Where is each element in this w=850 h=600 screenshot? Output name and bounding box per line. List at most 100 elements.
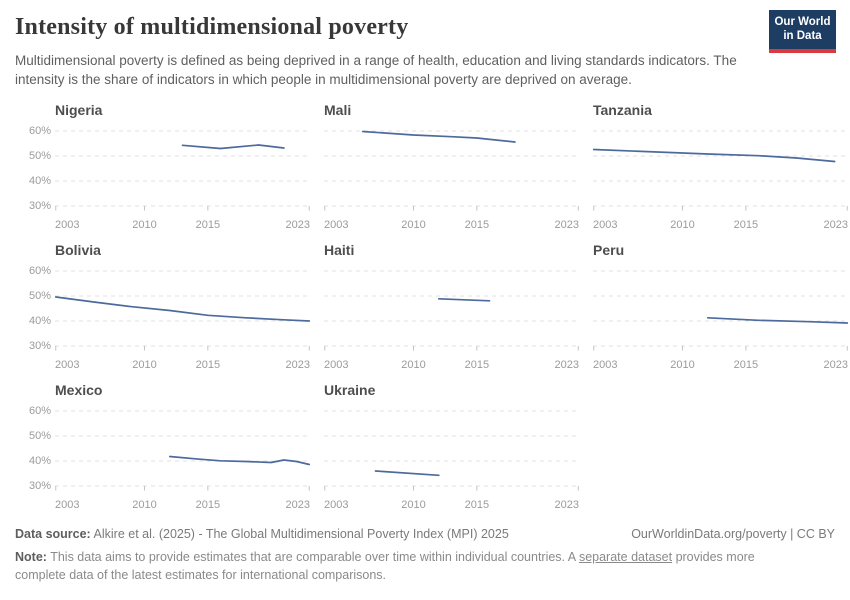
- chart-footer: Data source: Alkire et al. (2025) - The …: [15, 527, 835, 584]
- data-line: [168, 455, 311, 466]
- x-axis-label: 2015: [733, 219, 759, 231]
- plot-area: [324, 125, 579, 217]
- x-axis: 2003 2010 2015 2023: [55, 219, 310, 233]
- data-line: [706, 316, 849, 324]
- x-axis-label: 2010: [401, 219, 426, 231]
- data-source-label: Data source:: [15, 527, 91, 541]
- chart-subtitle: Multidimensional poverty is defined as b…: [15, 53, 737, 87]
- y-axis-label: 60%: [28, 405, 51, 417]
- facet-title: Ukraine: [324, 382, 376, 398]
- y-axis-label: 30%: [28, 480, 51, 492]
- line-chart: [55, 410, 311, 491]
- note-text-before-link: This data aims to provide estimates that…: [50, 550, 576, 564]
- x-axis-label: 2010: [132, 219, 157, 231]
- facet-mali: Mali 2003 2010 2015 2023: [324, 102, 579, 233]
- y-axis-label: 30%: [28, 200, 51, 212]
- x-axis-label: 2015: [464, 359, 490, 371]
- note-text-after-link: provides more complete data of the lates…: [15, 550, 755, 582]
- plot-area: [592, 125, 848, 217]
- data-source-line: Data source: Alkire et al. (2025) - The …: [15, 527, 509, 541]
- x-axis-label: 2003: [55, 359, 80, 371]
- owid-logo: Our World in Data: [769, 10, 836, 53]
- data-line: [181, 144, 285, 150]
- facet-mexico: Mexico 60% 50% 40% 30% 2003 2010 2015 2023: [29, 382, 311, 513]
- y-axis-label: 50%: [28, 430, 51, 442]
- line-chart: [55, 130, 310, 211]
- x-axis-label: 2010: [132, 499, 157, 511]
- data-line: [54, 296, 311, 322]
- line-chart: [324, 270, 579, 351]
- x-axis-label: 2023: [285, 359, 310, 371]
- x-axis-label: 2015: [195, 219, 221, 231]
- line-chart: [324, 410, 579, 491]
- y-axis-label: 40%: [28, 315, 51, 327]
- facet-title: Mali: [324, 102, 352, 118]
- data-source-text: Alkire et al. (2025) - The Global Multid…: [93, 527, 509, 541]
- x-axis-label: 2015: [464, 499, 490, 511]
- y-axis-label: 50%: [28, 290, 51, 302]
- plot-area: [324, 405, 579, 497]
- x-axis-label: 2023: [554, 499, 579, 511]
- data-line: [374, 470, 440, 477]
- x-axis-label: 2015: [195, 359, 221, 371]
- y-axis-label: 40%: [28, 455, 51, 467]
- y-axis-label: 60%: [28, 125, 51, 137]
- facet-tanzania: Tanzania 2003 2010 2015 2023: [592, 102, 848, 233]
- x-axis-label: 2010: [670, 219, 695, 231]
- facet-title: Tanzania: [593, 102, 652, 118]
- page-title: Intensity of multidimensional poverty: [15, 14, 409, 40]
- facet-haiti: Haiti 2003 2010 2015 2023: [324, 242, 579, 373]
- data-line: [592, 148, 836, 163]
- plot-area: 60% 50% 40% 30%: [29, 405, 311, 497]
- x-axis-label: 2010: [401, 359, 426, 371]
- x-axis: 2003 2010 2015 2023: [324, 499, 579, 513]
- note-label: Note:: [15, 550, 47, 564]
- x-axis-label: 2003: [324, 219, 349, 231]
- plot-area: 60% 50% 40% 30%: [29, 125, 310, 217]
- x-axis-label: 2023: [823, 219, 848, 231]
- x-axis-label: 2010: [132, 359, 157, 371]
- plot-area: [324, 265, 579, 357]
- owid-logo-line1: Our World: [774, 16, 831, 28]
- facet-title: Haiti: [324, 242, 355, 258]
- line-chart: [54, 270, 311, 351]
- x-axis-label: 2003: [55, 219, 80, 231]
- facet-title: Peru: [593, 242, 625, 258]
- owid-logo-box: Our World in Data: [769, 10, 836, 49]
- x-axis-label: 2003: [324, 499, 349, 511]
- line-chart: [592, 130, 848, 211]
- x-axis-label: 2023: [285, 219, 310, 231]
- data-line: [361, 130, 516, 143]
- y-axis-label: 30%: [28, 340, 51, 352]
- x-axis-label: 2015: [464, 219, 490, 231]
- facet-title: Bolivia: [55, 242, 101, 258]
- y-axis-label: 60%: [28, 265, 51, 277]
- line-chart: [324, 130, 579, 211]
- y-axis-label: 50%: [28, 150, 51, 162]
- owid-logo-line2: in Data: [783, 29, 822, 42]
- facet-nigeria: Nigeria 60% 50% 40% 30% 2003 2010 2015 2023: [29, 102, 310, 233]
- charts-grid: Nigeria 60% 50% 40% 30% 2003 2010 2015 2023 Mali 2…: [29, 102, 849, 513]
- x-axis-label: 2015: [195, 499, 221, 511]
- owid-logo-accent-bar: [769, 49, 836, 53]
- x-axis: 2003 2010 2015 2023: [324, 359, 579, 373]
- x-axis: 2003 2010 2015 2023: [324, 219, 579, 233]
- facet-bolivia: Bolivia 60% 50% 40% 30% 2003 2010 2015 2023: [29, 242, 311, 373]
- x-axis-label: 2010: [401, 499, 426, 511]
- x-axis-label: 2010: [670, 359, 695, 371]
- x-axis: 2003 2010 2015 2023: [55, 499, 310, 513]
- x-axis-label: 2023: [554, 219, 579, 231]
- x-axis-label: 2023: [823, 359, 848, 371]
- x-axis-label: 2023: [285, 499, 310, 511]
- facet-peru: Peru 2003 2010 2015 2023: [593, 242, 849, 373]
- x-axis: 2003 2010 2015 2023: [55, 359, 310, 373]
- x-axis: 2003 2010 2015 2023: [593, 359, 848, 373]
- facet-ukraine: Ukraine 2003 2010 2015 2023: [324, 382, 579, 513]
- x-axis-label: 2003: [593, 359, 618, 371]
- data-line: [437, 297, 491, 302]
- x-axis-label: 2023: [554, 359, 579, 371]
- separate-dataset-link[interactable]: separate dataset: [578, 550, 673, 564]
- x-axis-label: 2003: [593, 219, 618, 231]
- plot-area: [593, 265, 849, 357]
